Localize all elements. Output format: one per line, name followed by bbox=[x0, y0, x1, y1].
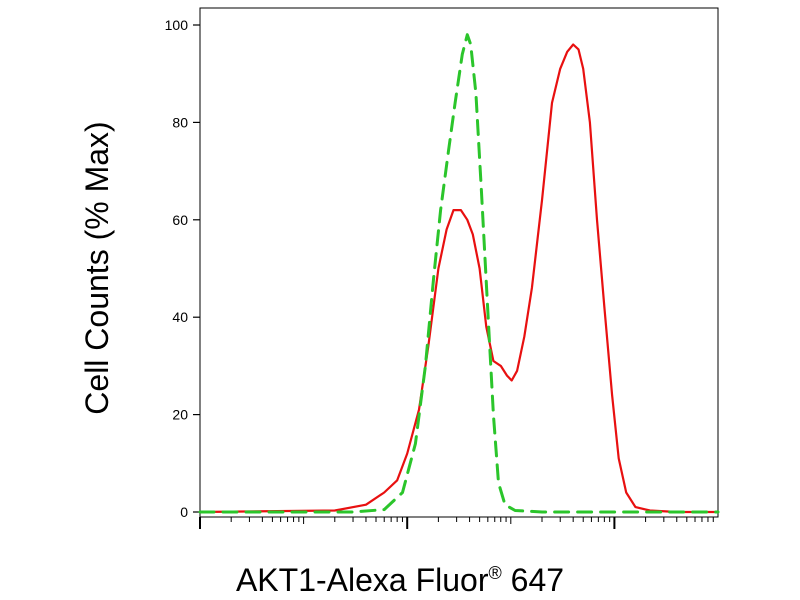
y-tick-label-0: 0 bbox=[180, 504, 188, 520]
y-tick-label-40: 40 bbox=[172, 309, 188, 325]
x-axis-label-superscript: ® bbox=[488, 563, 502, 583]
x-axis-label: AKT1-Alexa Fluor® 647 bbox=[0, 562, 800, 599]
x-axis-label-suffix: 647 bbox=[501, 562, 565, 598]
series-curve-dashed bbox=[198, 33, 720, 514]
series-curve-solid bbox=[198, 43, 720, 514]
y-tick-label-60: 60 bbox=[172, 212, 188, 228]
y-tick-label-20: 20 bbox=[172, 407, 188, 423]
y-axis-label: Cell Counts (% Max) bbox=[79, 121, 115, 414]
y-tick-label-100: 100 bbox=[165, 17, 189, 33]
y-tick-label-80: 80 bbox=[172, 114, 188, 130]
x-axis-label-prefix: AKT1-Alexa Fluor bbox=[235, 562, 489, 598]
plot-frame bbox=[199, 7, 719, 518]
